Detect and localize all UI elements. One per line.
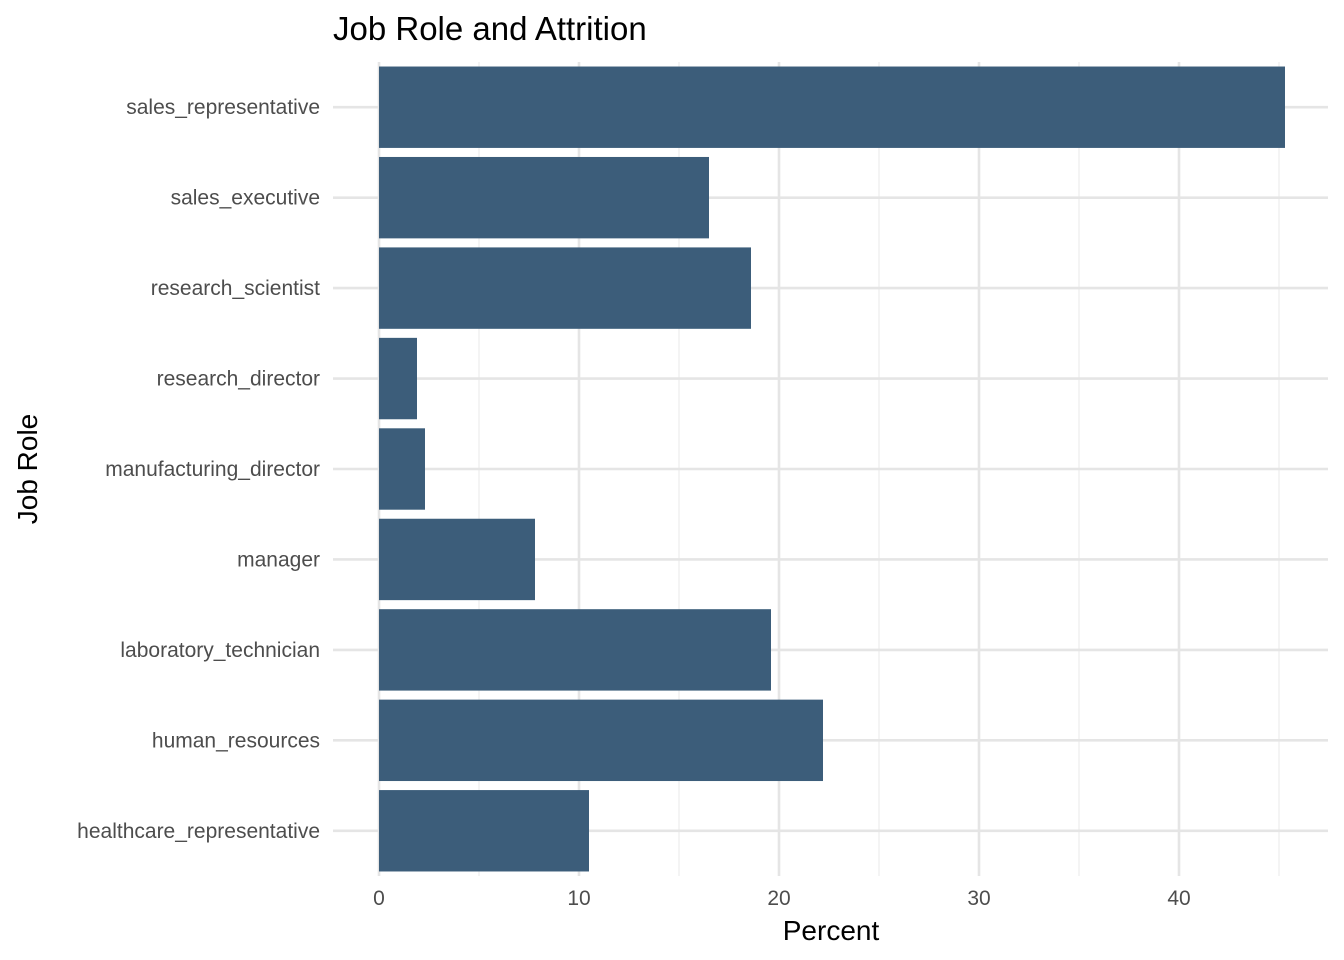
y-tick-label: human_resources [152,729,320,752]
bar [379,66,1285,148]
y-tick-label: research_director [157,368,320,391]
x-tick-label: 10 [567,887,590,910]
x-axis-title: Percent [783,915,880,946]
x-tick-label: 0 [373,887,385,910]
y-tick-label: sales_executive [171,187,320,210]
bar [379,699,823,782]
y-tick-label: healthcare_representative [77,820,320,843]
bar [379,518,535,601]
x-tick-label: 20 [767,887,790,910]
x-tick-label: 30 [967,887,990,910]
y-tick-label: manufacturing_director [105,458,320,481]
y-tick-label: research_scientist [151,277,320,300]
y-tick-label: laboratory_technician [120,639,320,662]
bar [379,609,771,691]
bar [379,247,751,329]
bar [379,428,425,510]
x-tick-label: 40 [1167,887,1190,910]
bar [379,337,417,420]
bar [379,790,589,872]
bars [379,66,1285,872]
bar [379,156,709,239]
y-tick-labels: healthcare_representative human_resources… [77,96,320,843]
y-tick-label: sales_representative [126,96,320,119]
x-tick-labels: 0 10 20 30 40 [373,887,1191,910]
chart-title: Job Role and Attrition [333,10,647,47]
y-axis-title: Job Role [12,414,43,525]
y-tick-label: manager [237,548,320,571]
